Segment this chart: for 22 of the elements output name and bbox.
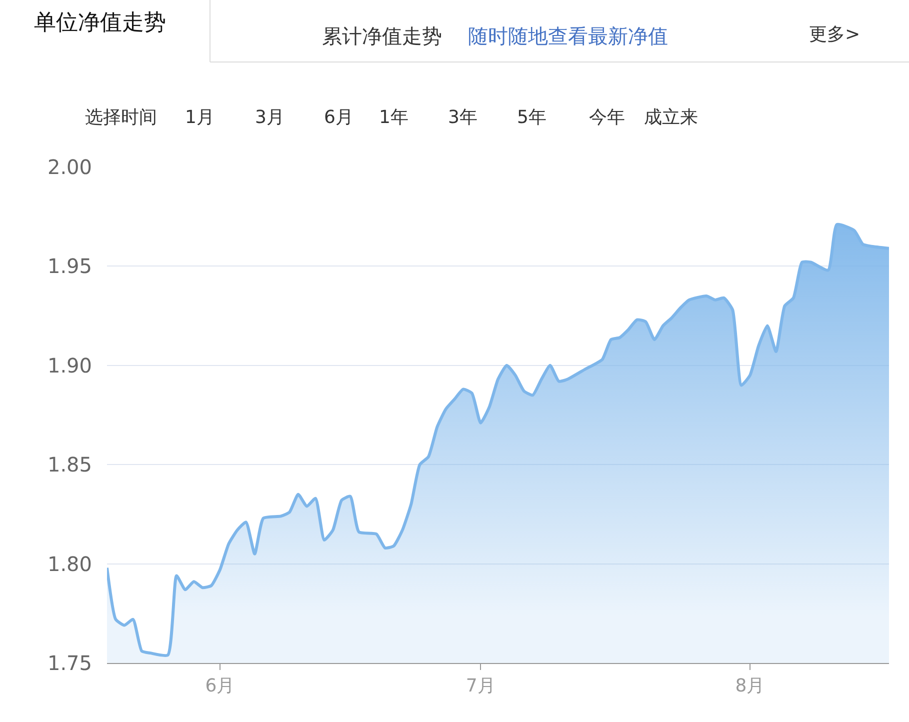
x-tick-label: 6月 (205, 676, 235, 697)
y-tick-label: 1.85 (47, 452, 92, 477)
y-tick-label: 1.90 (47, 353, 92, 378)
y-tick-label: 1.75 (47, 651, 92, 675)
x-tick-label: 7月 (466, 676, 496, 697)
text: 更多> (809, 24, 860, 45)
text: 1年 (379, 107, 408, 128)
text: 3月 (255, 107, 284, 128)
y-tick-label: 1.95 (47, 254, 92, 278)
text: 随时随地查看最新净值 (468, 24, 668, 48)
text: 3年 (448, 107, 478, 128)
text: 5年 (517, 107, 546, 128)
y-tick-label: 2.00 (47, 155, 92, 179)
text: 6月 (324, 107, 354, 128)
text: 成立来 (644, 107, 698, 128)
chart-title: 单位净值走势 (34, 10, 166, 36)
text: 今年 (589, 107, 625, 128)
text: 累计净值走势 (322, 24, 442, 48)
text: 1月 (185, 107, 214, 128)
y-tick-label: 1.80 (47, 552, 92, 576)
x-tick-label: 8月 (735, 676, 765, 697)
text: 选择时间 (85, 107, 157, 128)
